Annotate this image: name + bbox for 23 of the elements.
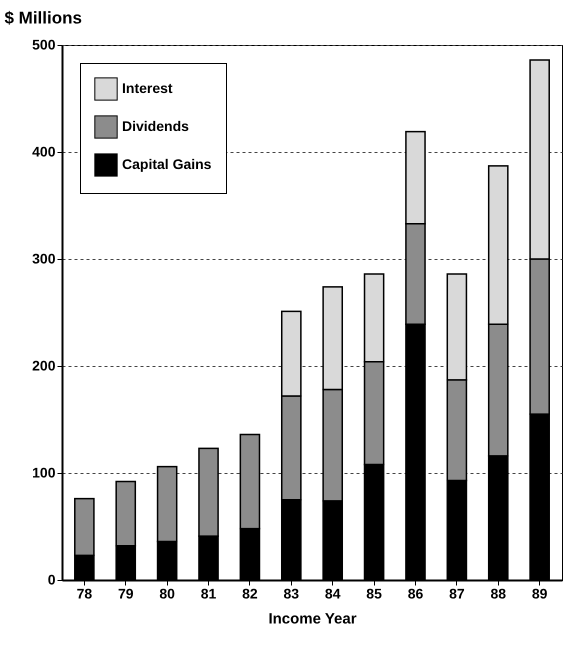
y-tick-label: 300 [32, 250, 56, 266]
x-tick-label: 86 [408, 586, 424, 602]
y-axis-title: $ Millions [4, 8, 82, 28]
legend-label: Dividends [122, 118, 190, 134]
y-tick-label: 500 [32, 36, 56, 52]
x-tick-label: 79 [118, 586, 134, 602]
legend-label: Capital Gains [122, 156, 212, 172]
x-axis-title: Income Year [268, 610, 357, 628]
x-tick-label: 82 [242, 586, 258, 602]
x-tick-label: 80 [159, 586, 176, 602]
x-tick-label: 83 [284, 586, 300, 602]
x-tick-label: 84 [324, 586, 341, 602]
x-tick-label: 89 [532, 586, 548, 602]
y-tick-label: 100 [32, 464, 56, 480]
y-tick-label: 400 [32, 144, 56, 160]
x-tick-label: 81 [200, 586, 217, 602]
x-tick-label: 85 [366, 586, 382, 602]
x-tick-label: 78 [76, 586, 92, 602]
legend-label: Interest [122, 80, 173, 96]
x-tick-label: 87 [449, 586, 465, 602]
y-tick-label: 200 [32, 358, 56, 374]
y-tick-label: 0 [48, 572, 56, 588]
x-tick-label: 88 [490, 586, 506, 602]
